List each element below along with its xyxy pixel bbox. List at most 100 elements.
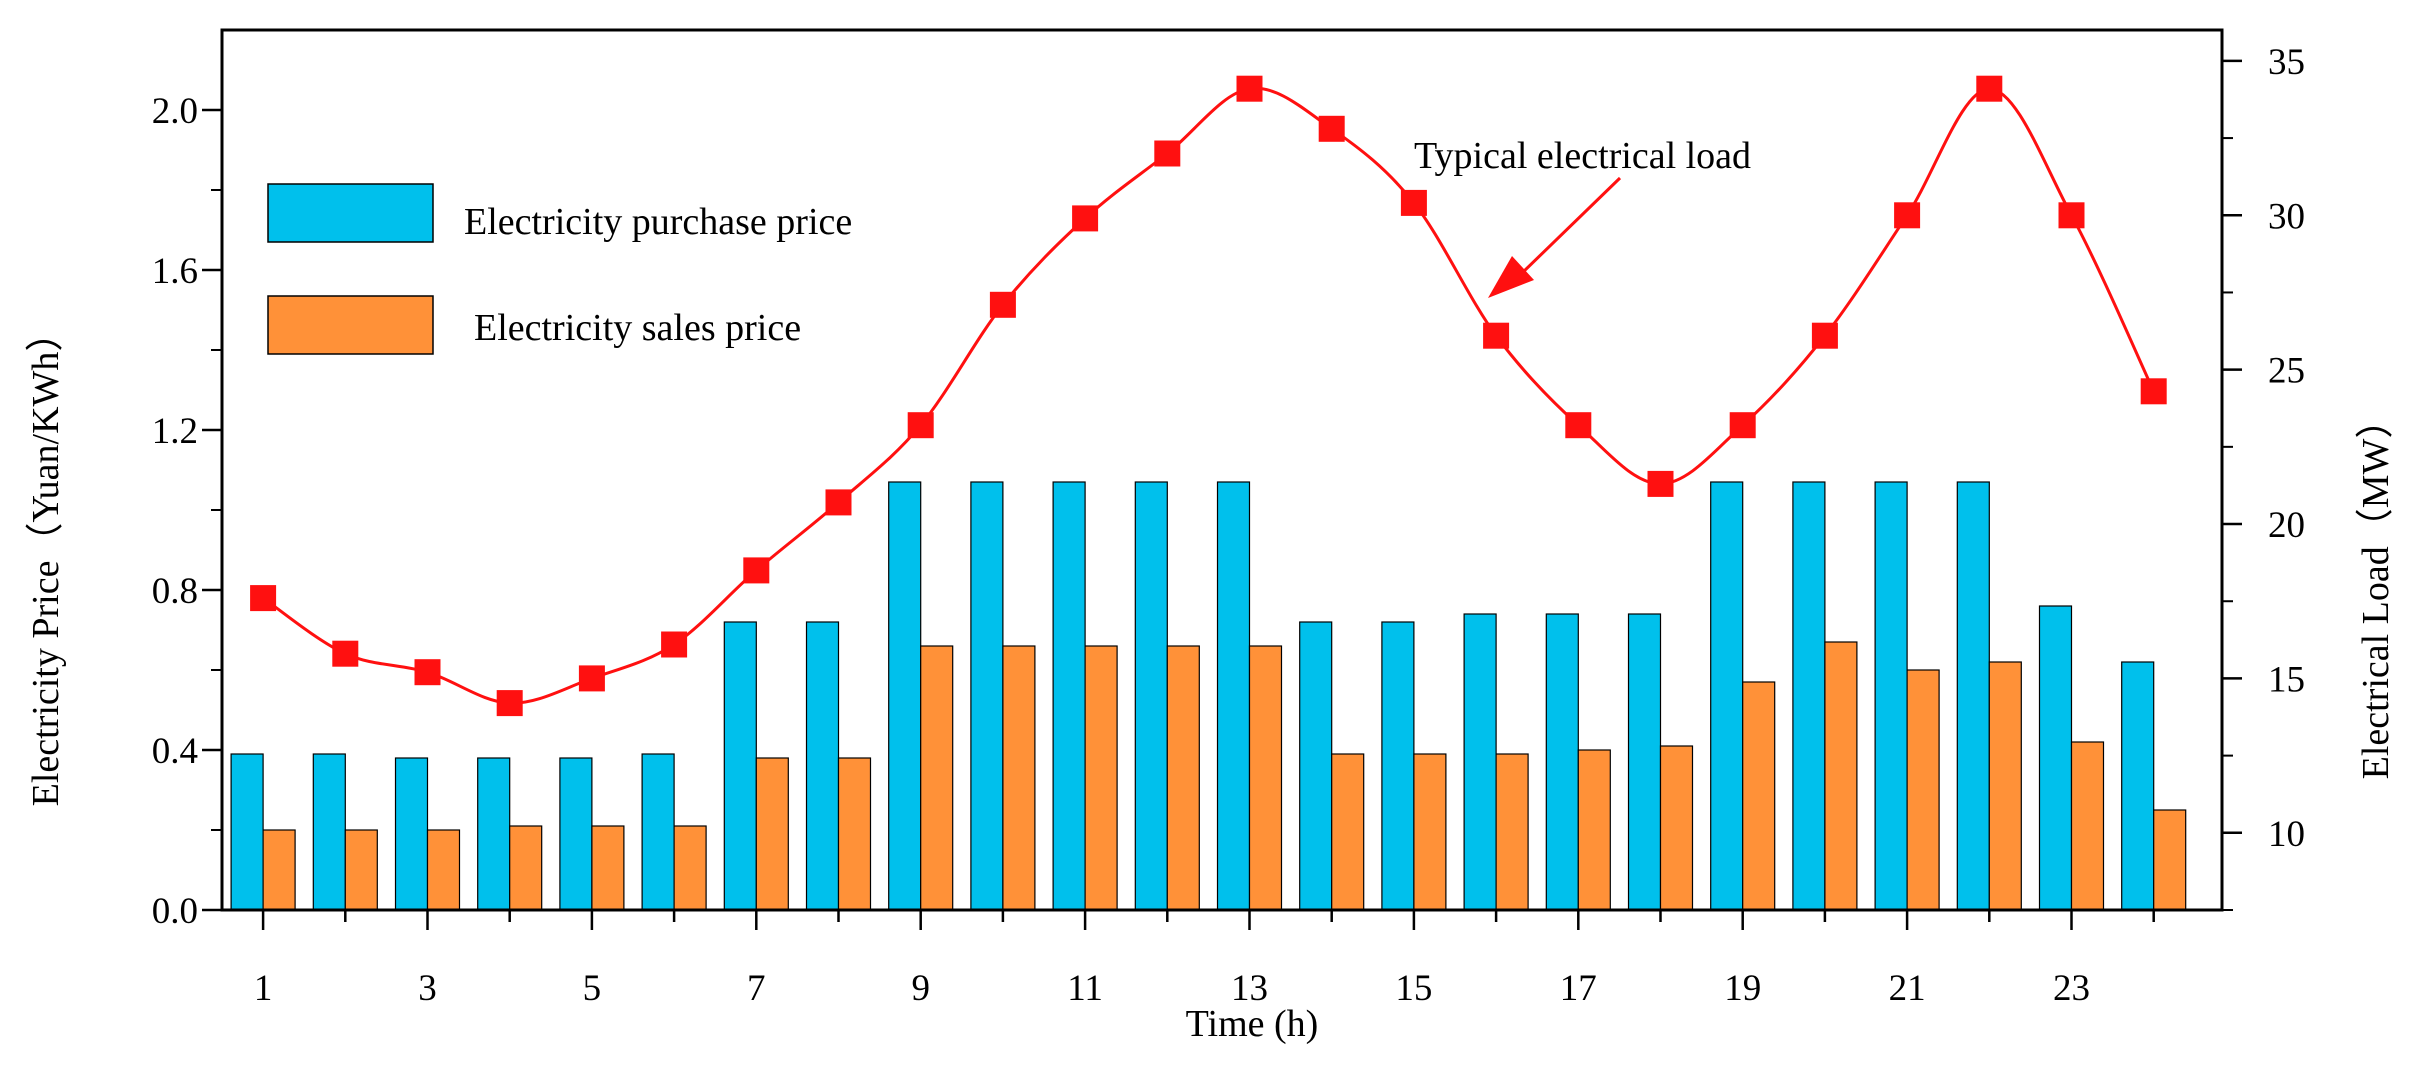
legend-swatch-sales [267,295,434,355]
purchase-price-bar [477,757,511,911]
y-right-tick-label: 25 [2268,351,2305,392]
x-tick-label: 23 [2053,968,2090,1009]
y-left-tick-label: 1.6 [152,251,198,292]
load-marker [907,412,934,439]
load-marker [1647,470,1674,497]
sales-price-bar [426,829,461,911]
sales-price-bar [837,757,872,911]
sales-price-bar [1084,645,1118,911]
x-tick-label: 19 [1724,968,1761,1009]
purchase-price-bar [1545,613,1579,911]
sales-price-bar [1824,641,1858,911]
y-right-tick-label: 10 [2268,814,2305,855]
load-marker [1072,205,1099,232]
y-right-tick-label: 35 [2268,42,2305,83]
x-tick-label: 7 [747,968,766,1009]
sales-price-bar [1495,753,1529,911]
load-marker [661,631,688,658]
purchase-price-bar [888,481,922,911]
purchase-price-bar [970,481,1004,911]
plot-frame [220,28,2224,912]
sales-price-bar [1988,661,2022,911]
purchase-price-bar [1627,613,1662,911]
x-tick-label: 5 [583,968,602,1009]
sales-price-bar [509,825,543,911]
y-left-tick-label: 0.4 [152,731,198,772]
x-tick-label: 17 [1560,968,1597,1009]
purchase-price-bar [394,757,429,911]
y-axis-title-right: Electrical Load（MW） [2355,401,2397,780]
sales-price-bar [1331,753,1365,911]
load-marker [1811,322,1838,349]
y-left-tick-label: 0.8 [152,571,198,612]
purchase-price-bar [230,753,264,911]
x-axis-title: Time (h) [1186,1003,1319,1045]
x-tick-label: 21 [1889,968,1926,1009]
load-line [262,86,2156,705]
purchase-price-bar [1463,613,1497,911]
legend-swatch-purchase [267,183,434,243]
purchase-price-bar [1216,481,1251,911]
purchase-price-bar [559,757,593,911]
y-axis-title-left: Electricity Price（Yuan/KWh） [25,314,67,807]
purchase-price-bar [1299,621,1333,911]
load-marker [825,489,852,516]
x-tick-label: 15 [1395,968,1432,1009]
y-right-tick-label: 15 [2268,659,2305,700]
annotation-arrow-shaft [1518,176,1622,277]
sales-price-bar [344,829,378,911]
x-tick-label: 3 [418,968,437,1009]
sales-price-bar [1166,645,1200,911]
load-marker [2140,378,2167,405]
load-marker [414,659,441,686]
load-marker [1729,412,1756,439]
x-tick-label: 11 [1067,968,1103,1009]
load-marker [2058,202,2085,229]
sales-price-bar [1248,645,1283,911]
purchase-price-bar [2121,661,2155,911]
sales-price-bar [755,757,789,911]
sales-price-bar [591,825,625,911]
x-tick-label: 1 [254,968,273,1009]
sales-price-bar [1906,669,1940,911]
purchase-price-bar [1134,481,1168,911]
legend: Electricity purchase price Electricity s… [267,183,852,355]
y-right-tick-label: 20 [2268,505,2305,546]
load-marker [496,690,523,717]
sales-price-bar [1577,749,1611,911]
purchase-price-bar [723,621,757,911]
sales-price-bar [1413,753,1447,911]
annotation-label: Typical electrical load [1414,135,1751,177]
sales-price-bar [1002,645,1036,911]
purchase-price-bar [1381,621,1415,911]
y-left-tick-label: 0.0 [152,891,198,932]
purchase-price-bar [641,753,675,911]
load-marker [1236,75,1263,102]
legend-label-purchase: Electricity purchase price [464,201,852,243]
load-marker [1400,189,1427,216]
sales-price-bar [2070,741,2105,911]
load-marker [332,640,359,667]
purchase-price-bar [1792,481,1826,911]
legend-label-sales: Electricity sales price [474,307,801,349]
load-marker [1976,75,2003,102]
purchase-price-bar [2038,605,2073,911]
x-tick-label: 9 [911,968,930,1009]
load-marker [743,557,770,584]
sales-price-bar [1742,681,1776,911]
line-layer [250,75,2167,717]
load-marker [578,665,605,692]
sales-price-bar [920,645,954,911]
y-left-tick-label: 2.0 [152,91,198,132]
load-marker [1318,115,1345,142]
sales-price-bar [673,825,707,911]
purchase-price-bar [1956,481,1990,911]
purchase-price-bar [312,753,346,911]
y-right-tick-label: 30 [2268,196,2305,237]
bars-layer [230,481,2187,911]
y-left-tick-label: 1.2 [152,411,198,452]
annotation-arrow-head [1488,256,1534,298]
load-marker [989,291,1016,318]
